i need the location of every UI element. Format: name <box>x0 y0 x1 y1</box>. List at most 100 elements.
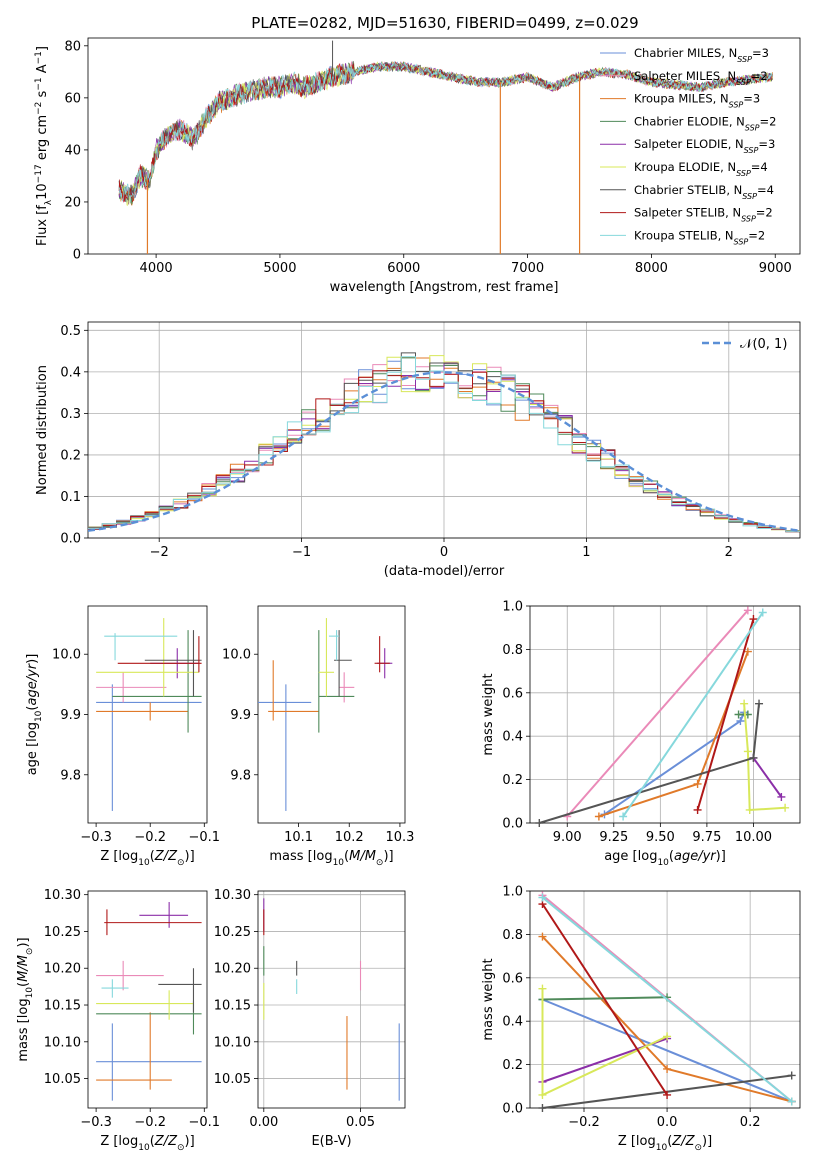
legend-label: Salpeter ELODIE, N <box>634 137 744 151</box>
weight-marker <box>594 812 603 821</box>
legend-nssp: =2 <box>748 228 765 242</box>
x-tick-label: 9.50 <box>646 830 675 845</box>
weight-line <box>542 998 793 1103</box>
spectrum-panel: 4000 5000 6000 7000 8000 9000 0 20 40 60 80 Chabrie… <box>34 37 801 295</box>
age-vs-mass-panel: 10.1 10.2 10.3 9.8 9.9 10.0 mass [log10(M/M⊙)] <box>222 605 414 868</box>
legend-label: Chabrier ELODIE, N <box>634 114 745 128</box>
legend-entry: Kroupa MILES, NSSP=3 <box>634 92 760 110</box>
legend-sub: SSP <box>742 191 757 200</box>
axes-frame <box>87 37 801 255</box>
y-axis-label-part: mass [log <box>16 998 31 1061</box>
legend-nssp: =3 <box>752 46 769 60</box>
histogram-series <box>88 356 800 532</box>
x-tick-label: −0.3 <box>80 830 112 845</box>
y-tick-label: 0.4 <box>60 365 81 380</box>
x-axis-label-part: )] <box>383 849 393 864</box>
x-axis-label-part: )] <box>185 1134 195 1149</box>
weight-line <box>541 896 793 1103</box>
y-tick-label: 0.2 <box>60 448 81 463</box>
x-tick-label: 0.0 <box>657 1115 678 1130</box>
x-axis-label-part: age [log <box>604 849 657 864</box>
x-tick-label: 0.00 <box>249 1115 278 1130</box>
weight-marker <box>538 984 547 993</box>
legend-sub: SSP <box>744 146 759 155</box>
x-tick-label: 9.00 <box>553 830 582 845</box>
weight-marker <box>693 779 702 788</box>
weight-marker <box>745 805 754 814</box>
weight-marker <box>736 717 745 726</box>
y-axis-label-part: Flux [f <box>35 205 50 246</box>
y-axis-label-part: age/yr <box>25 662 40 705</box>
legend-nssp: =4 <box>751 160 768 174</box>
x-axis-label-part: age/yr <box>674 849 717 864</box>
y-axis-label-part: 10 <box>25 987 35 999</box>
x-axis-label-part: ( <box>669 849 674 864</box>
y-tick-label: 0.8 <box>502 643 523 658</box>
weight-marker <box>663 1090 672 1099</box>
x-tick-label: 9000 <box>759 261 792 276</box>
weight-marker <box>777 792 786 801</box>
legend-sub: SSP <box>734 237 749 246</box>
x-tick-label: 7000 <box>511 261 544 276</box>
y-tick-label: 0.5 <box>60 324 81 339</box>
x-tick-label: 6000 <box>387 261 420 276</box>
legend-entry: Chabrier MILES, NSSP=3 <box>634 46 769 64</box>
x-tick-label: 10.3 <box>385 830 414 845</box>
legend-entry: Salpeter STELIB, NSSP=2 <box>634 206 773 224</box>
x-axis-label-part: ( <box>150 1134 155 1149</box>
y-tick-label: 9.9 <box>230 708 251 723</box>
y-tick-label: 0.2 <box>502 1058 523 1073</box>
x-tick-label: 0 <box>440 545 448 560</box>
y-axis-label-part: −2 <box>34 102 44 115</box>
y-tick-label: 10.10 <box>44 1035 81 1050</box>
legend-label: Salpeter STELIB, N <box>634 206 741 220</box>
y-tick-label: 60 <box>64 91 81 106</box>
normal-curve <box>87 371 801 532</box>
y-axis-label-part: mass weight <box>481 673 496 755</box>
x-axis-label: (data-model)/error <box>384 564 505 579</box>
x-tick-label: 1 <box>582 545 590 560</box>
residuals-panel: −2 −1 0 1 2 0.0 0.1 0.2 0.3 0.4 0.5 𝒩(0, 1) (data-mo… <box>35 321 801 579</box>
y-axis-label-part: −1 <box>34 51 44 64</box>
legend-nssp: =4 <box>757 183 774 197</box>
mass-vs-Z-panel: −0.3 −0.2 −0.1 10.05 10.10 10.15 10.20 10.25 10.… <box>16 888 220 1153</box>
y-tick-label: 9.8 <box>60 768 81 783</box>
x-axis-label: Z [log10(Z/Z⊙)] <box>100 1134 194 1153</box>
weight-line <box>598 651 749 818</box>
y-axis-label: mass weight <box>481 958 496 1040</box>
y-tick-label: 10.30 <box>44 888 81 903</box>
axes-frame <box>87 321 801 539</box>
legend-entry: 𝒩(0, 1) <box>740 337 787 352</box>
x-axis-label: Z [log10(Z/Z⊙)] <box>618 1134 712 1153</box>
y-axis-label-part: ( <box>25 706 40 711</box>
legend-label: Salpeter MILES, N <box>634 69 736 83</box>
x-axis-label-part: Z [log <box>100 849 138 864</box>
y-tick-label: 10.0 <box>222 648 251 663</box>
spectrum-line <box>118 60 774 204</box>
figure-title: PLATE=0282, MJD=51630, FIBERID=0499, z=0… <box>251 14 638 32</box>
y-tick-label: 10.30 <box>214 888 251 903</box>
weight-marker <box>743 747 752 756</box>
y-tick-label: 10.25 <box>44 925 81 940</box>
x-axis-label-part: M/M <box>349 849 376 864</box>
y-tick-label: 1.0 <box>502 885 523 900</box>
x-axis-label-part: Z/Z <box>671 1134 695 1149</box>
y-axis-label-part: λ <box>44 199 54 205</box>
y-tick-label: 0.8 <box>502 928 523 943</box>
x-axis-label-part: mass [log <box>269 849 332 864</box>
x-axis-label-part: 10 <box>138 1143 150 1153</box>
y-axis-label-part: 10 <box>35 183 50 200</box>
weight-marker <box>619 812 628 821</box>
legend-entry: Salpeter MILES, NSSP=2 <box>634 69 768 87</box>
weight-marker <box>538 1104 547 1112</box>
weight-marker <box>758 608 767 617</box>
x-axis-label-part: ⊙ <box>376 858 384 868</box>
weight-marker <box>538 932 547 941</box>
x-axis-label-part: ⊙ <box>177 858 185 868</box>
x-axis-label: Z [log10(Z/Z⊙)] <box>100 849 194 868</box>
x-tick-label: −0.2 <box>134 830 166 845</box>
y-axis-label-part: ⊙ <box>25 948 35 956</box>
weight-marker <box>749 753 758 762</box>
y-axis-label: age [log10(age/yr)] <box>25 654 44 776</box>
x-axis-label-part: )] <box>716 849 726 864</box>
